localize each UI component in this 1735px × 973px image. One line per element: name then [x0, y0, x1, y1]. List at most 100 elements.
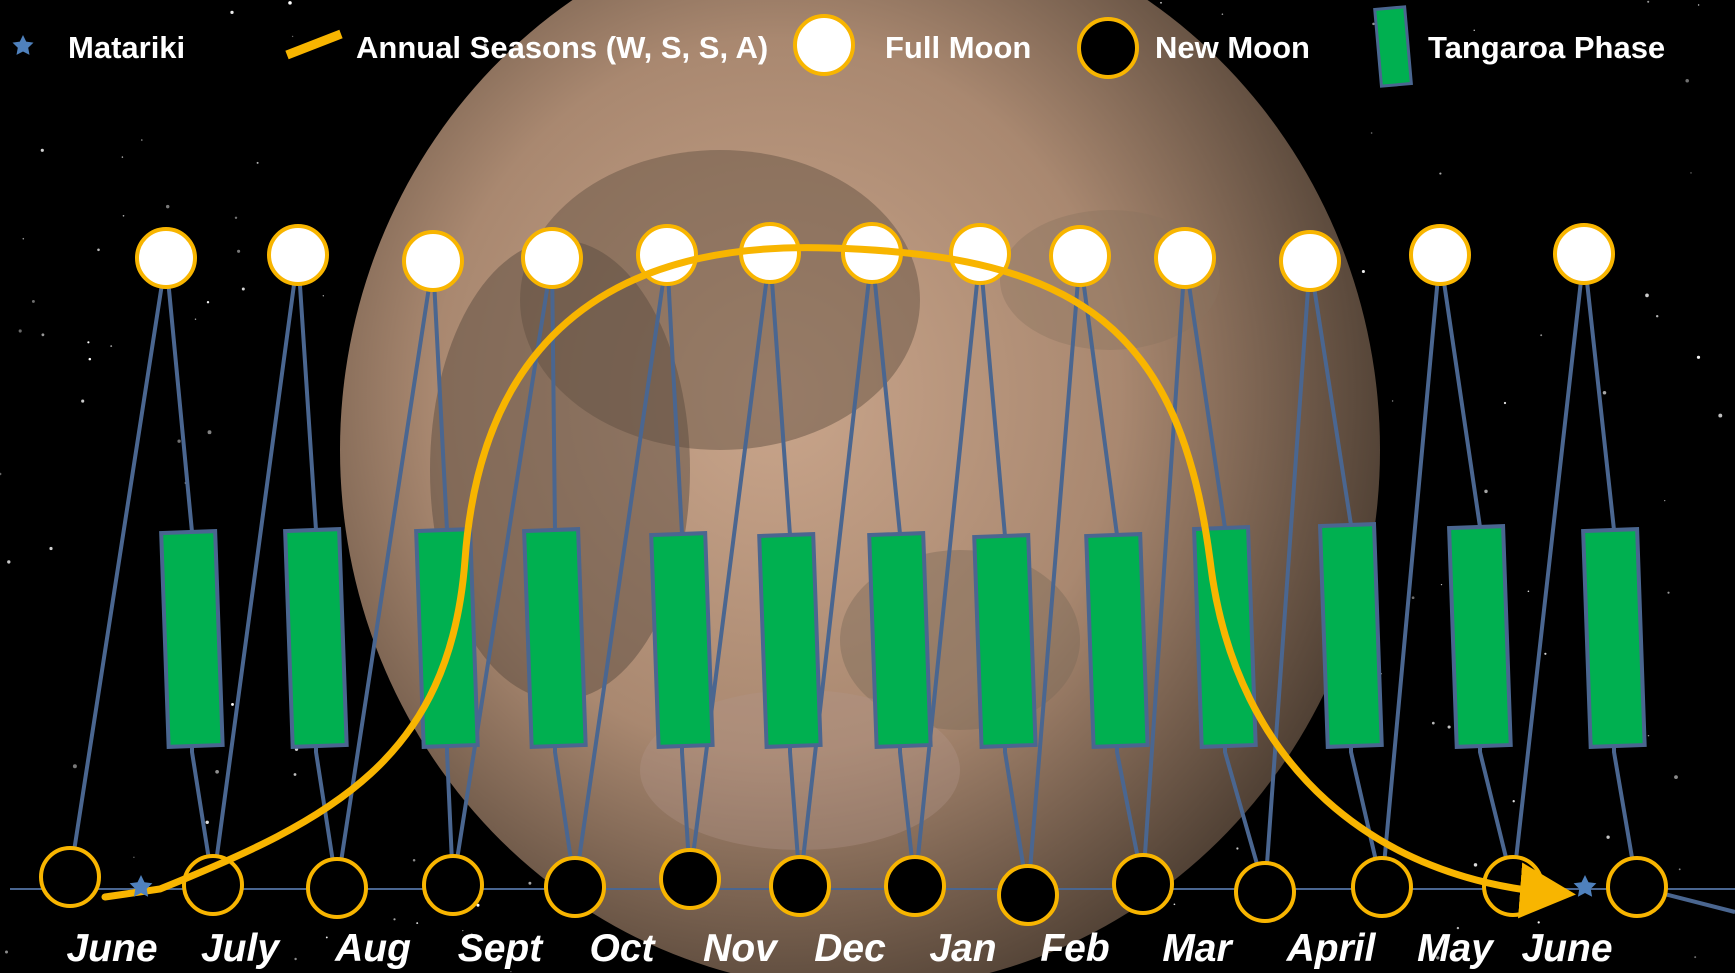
tangaroa-phase-bar	[522, 527, 588, 749]
background-star	[1645, 293, 1649, 298]
background-star	[1540, 334, 1543, 337]
new-moon-marker	[769, 855, 831, 917]
background-star	[256, 161, 259, 164]
background-star	[1537, 921, 1540, 924]
full-moon-marker	[135, 227, 197, 289]
month-label: Sept	[458, 927, 545, 970]
tangaroa-phase-bar	[867, 531, 933, 749]
background-star	[177, 439, 181, 443]
background-star	[1694, 956, 1697, 959]
month-label: June	[1521, 927, 1612, 970]
background-star	[1361, 269, 1365, 274]
background-star	[234, 216, 238, 220]
background-star	[1473, 863, 1478, 867]
background-star	[121, 156, 124, 158]
background-star	[293, 773, 297, 776]
background-star	[1512, 800, 1515, 803]
new-moon-marker	[659, 848, 721, 910]
month-label: Dec	[814, 927, 886, 970]
full-moon-marker	[1279, 230, 1341, 292]
new-moon-marker	[1234, 861, 1296, 923]
legend-label-seasons: Annual Seasons (W, S, S, A)	[356, 30, 768, 65]
legend: Matariki Annual Seasons (W, S, S, A) Ful…	[12, 5, 1665, 88]
background-star	[40, 148, 44, 152]
background-star	[528, 881, 532, 885]
background-star	[393, 918, 396, 921]
legend-item-seasons: Annual Seasons (W, S, S, A)	[285, 29, 768, 65]
background-star	[325, 936, 328, 939]
background-star	[1503, 401, 1507, 405]
gold-line-icon	[285, 29, 343, 60]
background-star	[291, 35, 294, 38]
background-star	[1436, 956, 1440, 960]
background-star	[1678, 868, 1681, 871]
background-star	[1473, 29, 1475, 31]
background-star	[237, 249, 241, 253]
full-moon-marker	[267, 224, 329, 286]
month-label: July	[201, 927, 281, 970]
matariki-star-end	[1573, 875, 1597, 897]
new-moon-marker	[1112, 853, 1174, 915]
background-star	[1685, 78, 1689, 83]
tangaroa-phase-bar	[972, 533, 1038, 749]
legend-item-full-moon: Full Moon	[793, 14, 1031, 76]
full-moon-marker	[949, 223, 1011, 285]
new-moon-marker	[997, 864, 1059, 926]
legend-item-tangaroa: Tangaroa Phase	[1373, 5, 1665, 88]
background-star	[1527, 590, 1530, 593]
month-labels: June July Aug Sept Oct Nov Dec Jan Feb M…	[66, 927, 1612, 970]
month-label: Jan	[929, 927, 996, 970]
background-star	[1606, 835, 1610, 839]
background-star	[1544, 652, 1547, 655]
background-star	[1697, 4, 1700, 6]
background-star	[416, 922, 419, 925]
full-moon-marker	[521, 227, 583, 289]
month-label: Aug	[334, 927, 411, 970]
matariki-star-start	[129, 875, 153, 897]
tangaroa-phase-bar	[283, 527, 349, 749]
tangaroa-phase-bar	[414, 527, 480, 749]
background-star	[18, 329, 22, 333]
month-label: April	[1286, 927, 1377, 970]
legend-item-new-moon: New Moon	[1077, 17, 1310, 79]
background-star	[288, 1, 292, 5]
background-star	[1160, 1, 1162, 4]
background-star	[88, 357, 92, 361]
background-star	[41, 333, 45, 337]
green-bar-icon	[1373, 5, 1413, 88]
background-star	[1667, 591, 1670, 594]
background-star	[133, 856, 135, 859]
full-moon-marker	[1553, 223, 1615, 285]
new-moon-marker	[422, 854, 484, 916]
background-star	[462, 929, 464, 932]
background-star	[1690, 172, 1692, 174]
background-star	[207, 430, 212, 435]
background-star	[412, 859, 416, 862]
background-star	[1439, 172, 1442, 175]
background-star	[0, 472, 2, 476]
background-star	[140, 139, 143, 141]
background-star	[483, 43, 487, 47]
background-star	[22, 237, 25, 240]
new-moon-marker	[544, 856, 606, 918]
tangaroa-phase-bar	[757, 532, 823, 749]
background-star	[470, 933, 473, 936]
tangaroa-phase-bar	[1084, 532, 1150, 749]
tangaroa-phase-bar	[159, 529, 225, 749]
tangaroa-phase-bar	[649, 531, 715, 749]
background-star	[165, 204, 170, 209]
full-moon-marker	[1049, 225, 1111, 287]
background-star	[87, 341, 90, 344]
background-star	[1456, 926, 1460, 930]
background-star	[1664, 499, 1666, 502]
background-star	[1647, 734, 1650, 737]
background-star	[7, 560, 11, 564]
background-star	[72, 764, 77, 769]
background-star	[1372, 22, 1375, 26]
background-star	[1221, 13, 1224, 15]
month-label: Oct	[589, 927, 656, 970]
month-label: May	[1417, 927, 1495, 970]
new-moon-marker	[1606, 856, 1668, 918]
background-star	[1655, 314, 1659, 318]
background-star	[49, 546, 53, 551]
